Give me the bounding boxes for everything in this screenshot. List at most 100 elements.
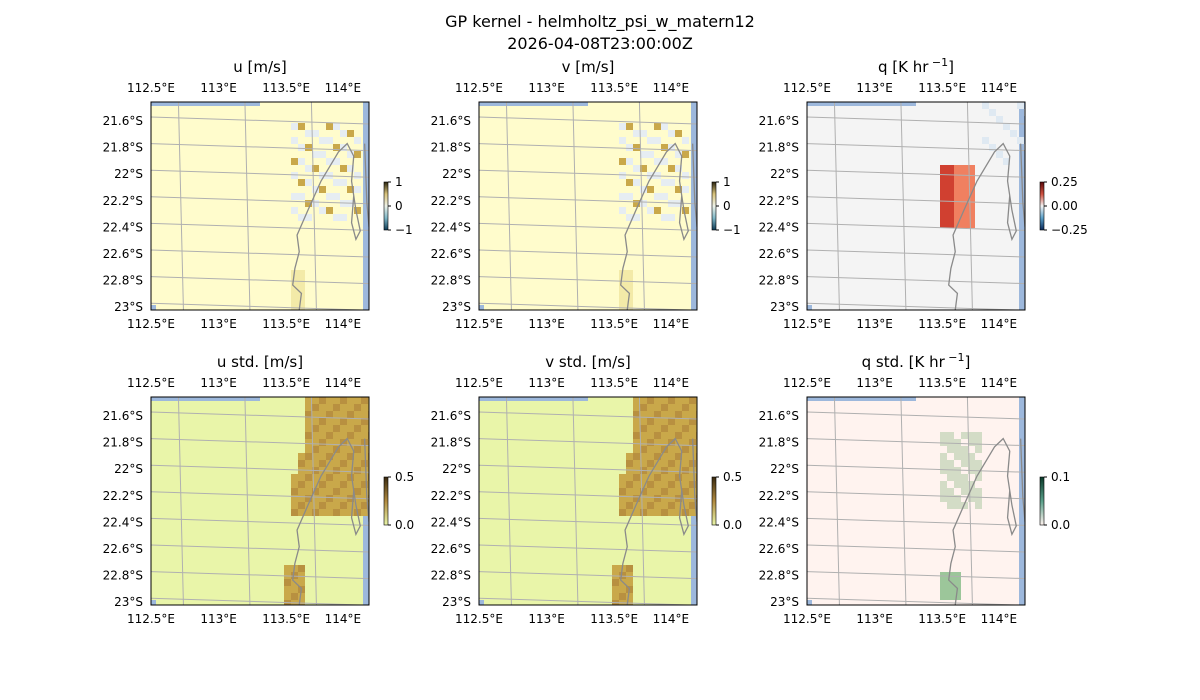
- field-cell: [326, 502, 333, 509]
- y-tick-label: 22.6°S: [431, 542, 471, 556]
- field-cell: [968, 221, 975, 228]
- x-tick-label-bottom: 112.5°E: [783, 317, 831, 331]
- field-cell: [361, 460, 368, 467]
- field-cell: [619, 193, 626, 200]
- field-cell: [954, 214, 961, 221]
- grid-parallel: [807, 169, 1025, 178]
- field-cell: [626, 572, 633, 579]
- field-cell: [305, 481, 312, 488]
- field-cell: [305, 495, 312, 502]
- field-cell: [354, 418, 361, 425]
- field-cell: [298, 284, 305, 291]
- field-cell: [647, 137, 654, 144]
- field-cell: [675, 165, 682, 172]
- field-cell: [319, 418, 326, 425]
- x-tick-label-top: 113°E: [200, 376, 237, 390]
- field-cell: [668, 495, 675, 502]
- x-tick-label-bottom: 113.5°E: [590, 317, 638, 331]
- x-tick-label-top: 114°E: [325, 81, 362, 95]
- x-tick-label-top: 113.5°E: [918, 376, 966, 390]
- field-cell: [940, 193, 947, 200]
- panel-title: v std. [m/s]: [545, 353, 631, 371]
- field-cell: [333, 453, 340, 460]
- grid-meridian: [638, 102, 645, 310]
- panel-2: v [m/s]112.5°E112.5°E113°E113°E113.5°E11…: [431, 58, 741, 331]
- grid-meridian: [505, 102, 512, 310]
- field-cell: [661, 193, 668, 200]
- panel-title-exponent: −1: [928, 56, 948, 69]
- field-cell: [361, 474, 368, 481]
- field-cell: [319, 186, 326, 193]
- field-cell: [661, 214, 668, 221]
- coastline: [292, 142, 369, 310]
- field-cell: [333, 418, 340, 425]
- grid-meridian: [638, 397, 645, 605]
- field-cell: [661, 474, 668, 481]
- field-cell: [682, 502, 689, 509]
- field-cell: [333, 488, 340, 495]
- field-cell: [661, 453, 668, 460]
- colorbar-tick-label: 0.5: [723, 470, 742, 484]
- map-background: [479, 102, 697, 310]
- field-cell: [989, 144, 996, 151]
- field-cell: [333, 397, 340, 404]
- coastline: [292, 437, 369, 605]
- field-cell: [354, 453, 361, 460]
- grid-meridian: [310, 102, 317, 310]
- ocean-strip-right: [1019, 397, 1025, 605]
- field-cell: [340, 467, 347, 474]
- field-cell: [940, 481, 947, 488]
- field-cell: [961, 474, 968, 481]
- field-cell: [675, 460, 682, 467]
- y-tick-label: 22.8°S: [431, 274, 471, 288]
- field-cell: [319, 207, 326, 214]
- field-cell: [347, 432, 354, 439]
- ocean-strip-top: [479, 102, 588, 106]
- field-cell: [333, 460, 340, 467]
- field-cell: [291, 509, 298, 516]
- field-cell: [647, 207, 654, 214]
- field-cell: [975, 495, 982, 502]
- field-cell: [654, 488, 661, 495]
- field-cell: [675, 467, 682, 474]
- grid-parallel: [479, 544, 697, 553]
- grid-parallel: [479, 302, 697, 310]
- field-cell: [619, 474, 626, 481]
- grid-meridian: [572, 102, 579, 310]
- field-cell: [633, 481, 640, 488]
- y-tick-label: 22.8°S: [759, 274, 799, 288]
- field-cell: [347, 446, 354, 453]
- field-cell: [682, 481, 689, 488]
- grid-parallel: [151, 169, 369, 178]
- field-cell: [305, 474, 312, 481]
- x-tick-label-bottom: 114°E: [653, 612, 690, 626]
- field-cell: [626, 488, 633, 495]
- field-cell: [954, 502, 961, 509]
- grid-meridian: [1034, 102, 1039, 310]
- grid-meridian: [505, 397, 512, 605]
- ocean-strip-top: [151, 102, 260, 106]
- field-cell: [298, 572, 305, 579]
- y-tick-label: 23°S: [770, 595, 799, 609]
- field-cell: [954, 200, 961, 207]
- grid-parallel: [151, 491, 369, 500]
- y-tick-label: 22.2°S: [431, 194, 471, 208]
- field-cell: [612, 600, 619, 605]
- field-cell: [654, 495, 661, 502]
- grid-meridian: [177, 397, 184, 605]
- field-cell: [298, 193, 305, 200]
- field-cell: [619, 158, 626, 165]
- field-cell: [1017, 137, 1024, 144]
- field-cell: [312, 481, 319, 488]
- map-area: [151, 102, 369, 310]
- field-cell: [682, 418, 689, 425]
- x-tick-label-bottom: 113°E: [528, 317, 565, 331]
- map-area: [807, 397, 1025, 605]
- field-cell: [1010, 130, 1017, 137]
- x-tick-label-top: 113°E: [200, 81, 237, 95]
- grid-parallel: [479, 438, 697, 447]
- field-cell: [319, 502, 326, 509]
- grid-parallel: [807, 196, 1025, 205]
- field-cell: [961, 453, 968, 460]
- field-cell: [633, 474, 640, 481]
